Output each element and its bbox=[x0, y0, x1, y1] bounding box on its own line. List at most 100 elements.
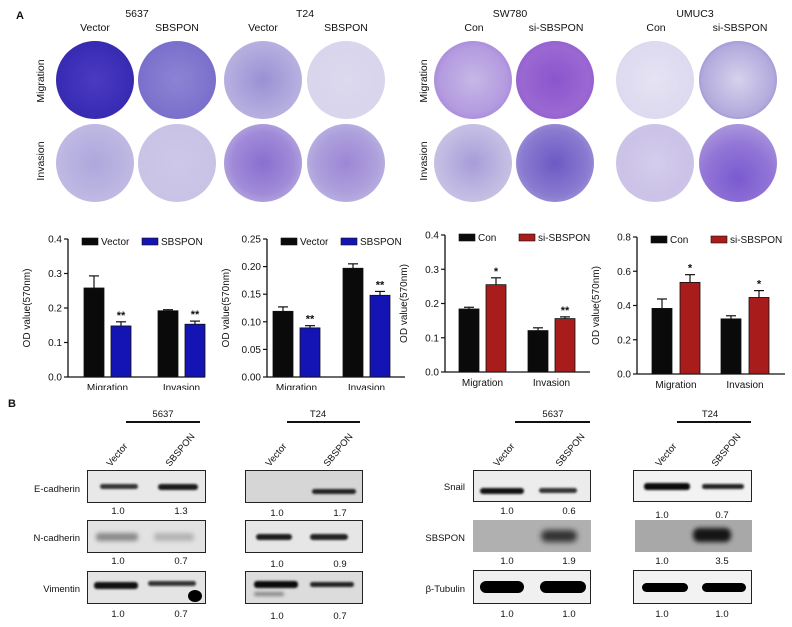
condition-label: Vector bbox=[248, 22, 278, 34]
quant-value: 0.9 bbox=[333, 559, 347, 570]
legend-label: Vector bbox=[101, 237, 130, 248]
quant-value: 1.9 bbox=[562, 556, 576, 567]
significance-marker: ** bbox=[117, 310, 126, 322]
blot-5637-sbspon bbox=[473, 520, 591, 552]
legend-swatch bbox=[141, 237, 159, 246]
cell-line-title-t24: T24 bbox=[295, 8, 315, 20]
y-tick-label: 0.8 bbox=[617, 233, 631, 244]
bar-chart-5637: 0.0 0.1 0.2 0.3 0.4 OD value(570nm) ** Migratio… bbox=[0, 225, 210, 394]
blot-t24-snail bbox=[633, 470, 752, 502]
cell-line-underline bbox=[287, 421, 360, 423]
bar-chart-t24: 0.00 0.05 0.10 0.15 0.20 0.25 OD value(570nm) *… bbox=[205, 225, 410, 394]
cell-line-title-5637: 5637 bbox=[125, 8, 149, 20]
bar bbox=[485, 284, 507, 373]
bar bbox=[184, 323, 206, 378]
blot-5637-n-cadherin bbox=[87, 520, 206, 553]
significance-marker: ** bbox=[376, 279, 385, 291]
y-tick-label: 0.1 bbox=[48, 338, 62, 349]
protein-label-vimentin: Vimentin bbox=[43, 584, 80, 595]
bar bbox=[110, 325, 132, 378]
blot-cell-line-title: 5637 bbox=[152, 409, 174, 420]
y-tick-label: 0.3 bbox=[48, 269, 62, 280]
protein-label-snail: Snail bbox=[443, 482, 465, 493]
x-category-label: Invasion bbox=[533, 378, 570, 389]
cell-line-underline bbox=[126, 421, 200, 423]
blot-5637-beta-tubulin bbox=[473, 570, 591, 604]
bar bbox=[342, 267, 364, 378]
well-image-t24-sbspon-migration bbox=[307, 41, 385, 119]
bar bbox=[458, 308, 480, 373]
bar-chart-sw780: 0.0 0.1 0.2 0.3 0.4 OD value(570nm) * Migration… bbox=[395, 225, 595, 390]
y-axis-label: OD value(570nm) bbox=[399, 264, 410, 343]
y-tick-label: 0.0 bbox=[617, 370, 631, 381]
well-image-umuc3-sisbspon-invasion bbox=[699, 124, 777, 202]
lane-label: SBSPON bbox=[553, 431, 588, 469]
blot-cell-line-title: 5637 bbox=[542, 409, 564, 420]
legend-swatch bbox=[650, 235, 668, 244]
well-image-umuc3-sisbspon-migration bbox=[699, 41, 777, 119]
well-image-sw780-con-migration bbox=[434, 41, 512, 119]
quant-value: 0.6 bbox=[562, 506, 576, 517]
y-tick-label: 0.4 bbox=[48, 235, 62, 246]
quant-value: 1.0 bbox=[500, 556, 514, 567]
legend-label: SBSPON bbox=[360, 237, 402, 248]
quant-value: 1.0 bbox=[270, 559, 284, 570]
well-image-t24-sbspon-invasion bbox=[307, 124, 385, 202]
condition-label: si-SBSPON bbox=[712, 22, 768, 34]
row-label-invasion: Invasion bbox=[418, 141, 430, 181]
well-image-5637-sbspon-invasion bbox=[138, 124, 216, 202]
bar bbox=[272, 310, 294, 378]
bar-chart-umuc3: 0.0 0.2 0.4 0.6 0.8 OD value(570nm) * Migration… bbox=[585, 225, 792, 391]
x-category-label: Migration bbox=[276, 383, 317, 390]
bar bbox=[157, 310, 179, 378]
y-tick-label: 0.4 bbox=[425, 231, 439, 242]
x-category-label: Migration bbox=[87, 383, 128, 390]
quant-value: 1.0 bbox=[500, 506, 514, 517]
quant-value: 0.7 bbox=[174, 556, 188, 567]
well-image-5637-sbspon-migration bbox=[138, 41, 216, 119]
blot-t24-e-cadherin bbox=[245, 470, 363, 503]
x-category-label: Migration bbox=[462, 378, 503, 389]
quant-value: 0.7 bbox=[174, 609, 188, 620]
blot-t24-beta-tubulin bbox=[633, 570, 752, 604]
y-tick-label: 0.00 bbox=[242, 373, 262, 384]
condition-label: SBSPON bbox=[324, 22, 368, 34]
lane-label: SBSPON bbox=[321, 431, 356, 469]
well-image-sw780-sisbspon-migration bbox=[516, 41, 594, 119]
x-category-label: Invasion bbox=[726, 380, 763, 390]
blot-t24-vimentin bbox=[245, 571, 363, 604]
y-tick-label: 0.6 bbox=[617, 267, 631, 278]
significance-marker: ** bbox=[306, 314, 315, 326]
well-image-umuc3-con-invasion bbox=[616, 124, 694, 202]
y-tick-label: 0.2 bbox=[425, 299, 439, 310]
legend-label: SBSPON bbox=[161, 237, 203, 248]
bar bbox=[720, 318, 742, 375]
blot-t24-sbspon bbox=[635, 520, 752, 552]
legend-swatch bbox=[81, 237, 99, 246]
quant-value: 0.7 bbox=[715, 510, 729, 521]
legend-label: si-SBSPON bbox=[730, 235, 782, 246]
protein-label-e-cadherin: E-cadherin bbox=[34, 484, 80, 495]
well-image-5637-vector-migration bbox=[56, 41, 134, 119]
cell-line-title-umuc3: UMUC3 bbox=[676, 8, 714, 20]
row-label-migration: Migration bbox=[418, 59, 430, 103]
panel-a-letter: A bbox=[16, 10, 24, 22]
y-tick-label: 0.05 bbox=[242, 345, 262, 356]
condition-label: SBSPON bbox=[155, 22, 199, 34]
y-axis-label: OD value(570nm) bbox=[591, 266, 602, 345]
quant-value: 1.0 bbox=[655, 609, 669, 620]
well-image-umuc3-con-migration bbox=[616, 41, 694, 119]
cell-line-underline bbox=[515, 421, 590, 423]
y-tick-label: 0.4 bbox=[617, 301, 631, 312]
bar bbox=[554, 318, 576, 373]
lane-label: Vector bbox=[653, 441, 680, 469]
quant-value: 1.0 bbox=[562, 609, 576, 620]
significance-marker: ** bbox=[561, 305, 570, 317]
legend-swatch bbox=[710, 235, 728, 244]
bar bbox=[679, 281, 701, 375]
quant-value: 1.0 bbox=[655, 556, 669, 567]
quant-value: 1.0 bbox=[715, 609, 729, 620]
lane-label: SBSPON bbox=[163, 431, 198, 469]
cell-line-underline bbox=[677, 421, 751, 423]
x-category-label: Migration bbox=[655, 380, 696, 390]
